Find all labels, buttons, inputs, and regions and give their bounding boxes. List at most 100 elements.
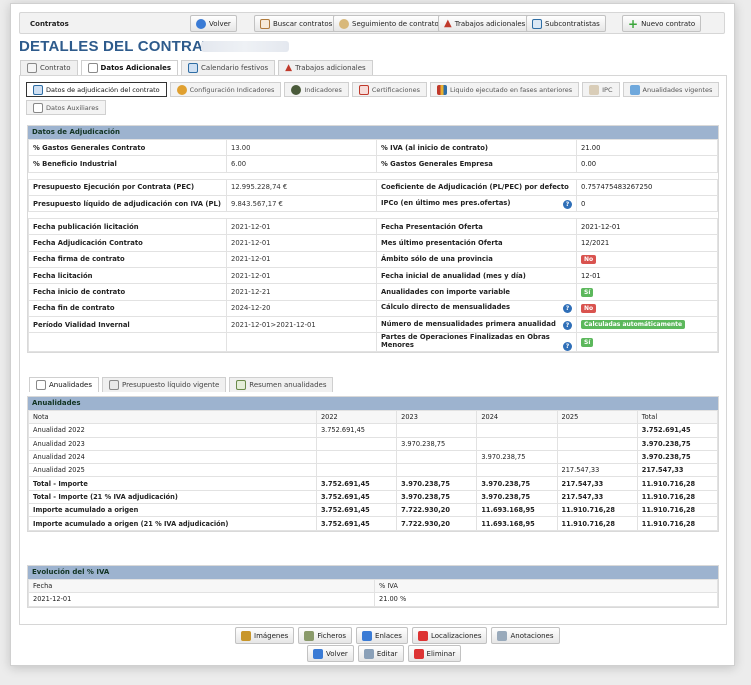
- column-header: Total: [636, 409, 719, 425]
- iva-col-percent: % IVA: [374, 578, 718, 594]
- spacer: [28, 211, 718, 220]
- adjudicacion-panel: Datos de Adjudicación % Gastos Generales…: [27, 125, 719, 354]
- field-value: Calculadas automáticamente: [576, 315, 718, 334]
- field-value: 12/2021: [576, 234, 718, 252]
- subtab-certificaciones[interactable]: Certificaciones: [351, 82, 427, 97]
- status-badge: Calculadas automáticamente: [581, 320, 686, 330]
- field-label: Fecha licitación: [28, 267, 227, 285]
- help-icon[interactable]: ?: [563, 199, 572, 209]
- files-button[interactable]: Ficheros: [298, 627, 353, 644]
- new-contract-button[interactable]: + Nuevo contrato: [622, 15, 702, 32]
- field-row: % Gastos Generales Contrato 13.00% IVA (a…: [28, 138, 718, 157]
- tab-trabajos-adicionales[interactable]: ▲ Trabajos adicionales: [278, 60, 373, 75]
- field-row: Presupuesto líquido de adjudicación con …: [28, 194, 718, 213]
- field-label: Fecha Presentación Oferta: [376, 218, 577, 236]
- field-label: Coeficiente de Adjudicación (PL/PEC) por…: [376, 178, 577, 196]
- back-button[interactable]: Volver: [190, 15, 237, 32]
- bottom-actions-row-1: Imágenes Ficheros Enlaces Localizaciones Ano…: [235, 627, 560, 644]
- files-icon: [304, 630, 315, 641]
- field-value: 2021-12-01: [226, 267, 377, 285]
- images-button[interactable]: Imágenes: [235, 627, 295, 644]
- field-value: 0: [576, 194, 718, 213]
- document-icon: [87, 63, 98, 73]
- column-header: 2025: [556, 409, 638, 425]
- field-row: Partes de Operaciones Finalizadas en Obr…: [28, 332, 718, 353]
- money-icon: [629, 84, 640, 95]
- plus-icon: +: [628, 16, 639, 31]
- delete-button[interactable]: Eliminar: [407, 645, 462, 662]
- cell-value: [476, 463, 558, 478]
- status-badge: No: [581, 303, 597, 313]
- tab-calendario-festivos[interactable]: Calendario festivos: [181, 60, 276, 75]
- field-label: Presupuesto Ejecución por Contrata (PEC): [28, 178, 227, 196]
- tab-anualidades[interactable]: Anualidades: [29, 377, 99, 392]
- cell-value: [556, 449, 638, 465]
- table-row: Anualidad 2025 217.547,33 217.547,33: [28, 463, 719, 478]
- subtab-ipc[interactable]: IPC: [582, 82, 620, 97]
- subtab-indicadores[interactable]: Indicadores: [284, 82, 349, 97]
- bar-chart-icon: [436, 84, 447, 95]
- award-icon: [33, 84, 43, 95]
- field-value: No: [576, 250, 718, 269]
- help-icon[interactable]: ?: [563, 342, 572, 352]
- field-label: Anualidades con importe variable: [376, 283, 577, 301]
- links-button[interactable]: Enlaces: [356, 627, 408, 644]
- table-row: Total - Importe (21 % IVA adjudicación) 3…: [28, 489, 719, 505]
- cell-value: 11.910.716,28: [556, 516, 638, 531]
- tab-contrato[interactable]: Contrato: [20, 60, 78, 75]
- notes-button[interactable]: Anotaciones: [491, 627, 560, 644]
- cell-value: [476, 436, 558, 451]
- field-row: Fecha licitación 2021-12-01 Fecha inicial …: [28, 267, 718, 285]
- help-icon[interactable]: ?: [563, 304, 572, 314]
- row-label: Total - Importe: [28, 476, 317, 491]
- cell-value: 7.722.930,20: [396, 516, 478, 531]
- edit-button[interactable]: Editar: [357, 645, 404, 662]
- button-label: Enlaces: [375, 631, 402, 640]
- back-button-bottom[interactable]: Volver: [307, 645, 354, 662]
- link-icon: [362, 630, 373, 641]
- iva-fecha-value: 2021-12-01: [28, 592, 375, 607]
- locations-button[interactable]: Localizaciones: [411, 627, 488, 644]
- contract-tracking-button[interactable]: Seguimiento de contratos: [333, 15, 449, 32]
- row-label: Anualidad 2024: [28, 449, 317, 465]
- subtab-anualidades-vigentes[interactable]: Anualidades vigentes: [622, 82, 720, 97]
- cell-value: [315, 436, 398, 451]
- anualidades-table: Nota 2022 2023 2024 2025 Total Anualidad 2022 3…: [28, 409, 719, 531]
- cell-value: 11.910.716,28: [636, 516, 719, 531]
- cell-value: 11.910.716,28: [636, 503, 719, 518]
- subtab-liquido-ejecutado[interactable]: Liquido ejecutado en fases anteriores: [429, 82, 580, 97]
- notes-icon: [497, 630, 508, 641]
- column-header: 2022: [315, 409, 398, 425]
- page-title: DETALLES DEL CONTRATO: [19, 38, 223, 55]
- tab-resumen-anualidades[interactable]: Resumen anualidades: [229, 377, 334, 392]
- subtab-datos-auxiliares[interactable]: Datos Auxiliares: [26, 100, 106, 115]
- subcontractors-button[interactable]: Subcontratistas: [526, 15, 606, 32]
- field-row: Fecha fin de contrato 2024-12-20 Cálculo d…: [28, 299, 718, 317]
- document-icon: [36, 380, 46, 390]
- field-label: Ámbito sólo de una provincia: [376, 250, 577, 269]
- cell-value: 3.970.238,75: [476, 476, 558, 491]
- cell-value: 217.547,33: [556, 489, 638, 505]
- cell-value: 11.910.716,28: [556, 503, 638, 518]
- cell-value: 3.752.691,45: [315, 476, 398, 491]
- subtab-datos-adjudicacion[interactable]: Datos de adjudicación del contrato: [26, 82, 167, 97]
- cell-value: [315, 463, 398, 478]
- spacer-row: [28, 211, 718, 220]
- subtab-configuracion-indicadores[interactable]: Configuración Indicadores: [169, 82, 282, 97]
- cell-value: 11.693.168,95: [476, 503, 558, 518]
- field-label: Fecha inicio de contrato: [28, 283, 227, 301]
- help-icon[interactable]: ?: [563, 320, 572, 330]
- additional-works-button[interactable]: ▲ Trabajos adicionales: [438, 15, 532, 32]
- field-label: Fecha fin de contrato: [28, 299, 227, 317]
- field-value: 6.00: [226, 155, 377, 173]
- search-contracts-button[interactable]: Buscar contratos: [254, 15, 339, 32]
- field-label: Mes último presentación Oferta: [376, 234, 577, 252]
- field-value: Sí: [576, 283, 718, 301]
- iva-table: Fecha% IVA 2021-12-01 21.00 %: [28, 578, 718, 607]
- tab-datos-adicionales[interactable]: Datos Adicionales: [80, 60, 179, 75]
- field-label: Fecha inicial de anualidad (mes y día): [376, 267, 577, 285]
- cell-value: [396, 463, 478, 478]
- tab-presupuesto-liquido[interactable]: Presupuesto líquido vigente: [101, 377, 227, 392]
- field-label: % Gastos Generales Contrato: [28, 138, 227, 157]
- field-row: Fecha Adjudicación Contrato 2021-12-01 Mes…: [28, 234, 718, 252]
